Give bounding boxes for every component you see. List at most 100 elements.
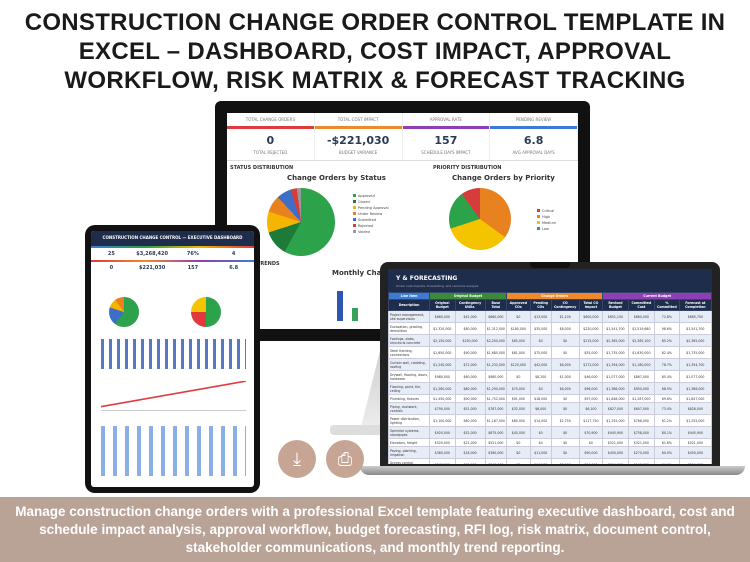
table-cell: $1,255,000 — [602, 414, 629, 427]
table-cell: $35,000 — [529, 322, 552, 335]
legend-swatch — [537, 221, 540, 224]
legend-swatch — [353, 194, 356, 197]
kpi-color-bar — [227, 126, 314, 129]
table-cell: $80,000 — [454, 322, 486, 335]
kpi-value: 0 — [266, 134, 275, 147]
table-cell: $90,000 — [578, 446, 604, 459]
table-cell: $0 — [529, 438, 552, 447]
table-cell: $1,541,700 — [602, 322, 629, 335]
monthly-bar — [337, 291, 343, 321]
table-cell: Access control, cameras — [388, 458, 431, 464]
table-cell: $521,000 — [678, 438, 712, 447]
legend-item: Pending Approval — [353, 205, 389, 211]
table-row: Sprinkler systems, standpipes $920,000 $52… — [388, 426, 712, 439]
legend-label: Rejected — [358, 224, 374, 228]
table-cell: 61.2% — [654, 414, 680, 427]
table-cell: $120,000 — [506, 358, 531, 371]
table-cell: $2,150,000 — [429, 334, 456, 347]
download-button[interactable]: ⤓ — [278, 440, 316, 478]
table-cell: $1,232,000 — [484, 358, 508, 371]
table-cell: $790,000 — [429, 402, 456, 415]
monitor-mockup: TOTAL CHANGE ORDERS 0 TOTAL REJECTED TOTAL … — [215, 101, 590, 341]
table-cell: 85.4% — [654, 370, 680, 383]
column-group-header: Original Budget — [429, 292, 507, 300]
table-cell: $6,000 — [550, 358, 580, 371]
tablet-kpi-row: 0 $221,030 157 6.8 — [91, 262, 254, 274]
table-cell: $220,000 — [578, 322, 604, 335]
table-row: Steel framing, connections $1,650,000 $90,… — [388, 346, 712, 359]
column-header: Base Total — [484, 299, 508, 311]
table-cell: $1,680,000 — [484, 346, 508, 359]
kpi-value: -$221,030 — [326, 134, 390, 147]
legend-label: Low — [542, 227, 549, 231]
legend-item: Rejected — [353, 223, 389, 229]
table-cell: $240,000 — [484, 458, 508, 464]
table-cell: $180,000 — [506, 322, 531, 335]
table-cell: $1,312,000 — [484, 322, 508, 335]
table-cell: $360,000 — [484, 446, 508, 459]
table-cell: Drywall, flooring, doors, hardware — [388, 370, 431, 383]
table-cell: $70,900 — [578, 426, 604, 439]
table-cell: $0 — [506, 438, 531, 447]
tablet-kpi-value: $221,030 — [138, 265, 166, 271]
laptop-base — [360, 466, 745, 475]
legend-swatch — [537, 215, 540, 218]
print-button[interactable]: ⎙ — [326, 440, 364, 478]
table-cell: $42,000 — [529, 358, 552, 371]
table-row: Elevators, freight $520,000 $21,000 $521,00… — [388, 438, 712, 447]
table-cell: $1,541,700 — [678, 322, 712, 335]
priority-section-label: PRIORITY DISTRIBUTION — [433, 165, 502, 171]
table-row: Curtain wall, cladding, roofing $1,240,00… — [388, 358, 712, 371]
table-cell: $0 — [550, 426, 580, 439]
table-cell: $0 — [529, 334, 552, 347]
table-cell: $117,750 — [578, 414, 604, 427]
legend-swatch — [353, 218, 356, 221]
table-cell: Piping, ductwork, controls — [388, 402, 431, 415]
table-cell: $828,000 — [678, 402, 712, 415]
status-section-label: STATUS DISTRIBUTION — [230, 165, 294, 171]
table-cell: $2,365,000 — [678, 334, 712, 347]
column-header: % Committed — [654, 299, 680, 311]
tablet-status-pie — [109, 297, 139, 327]
table-cell: Paving, planting, irrigation — [388, 446, 431, 459]
table-cell: $660,000 — [484, 310, 508, 323]
tablet-kpi-value: 0 — [109, 265, 114, 271]
table-cell: $12,000 — [454, 458, 486, 464]
tablet-kpi-value: 25 — [107, 251, 115, 257]
kpi-color-bar — [402, 126, 490, 129]
table-cell: $867,000 — [627, 370, 656, 383]
table-cell: 69.6% — [654, 394, 680, 403]
legend-item: Under Review — [353, 211, 389, 217]
table-row: Paving, planting, irrigation $360,000 $18,… — [388, 446, 712, 459]
table-cell: $2,000 — [550, 458, 580, 464]
table-cell: 64.6% — [654, 458, 680, 464]
table-row: Footings, slabs, structural concrete $2,1… — [388, 334, 712, 347]
table-cell: $0 — [550, 394, 580, 403]
table-cell: $2,200,000 — [484, 334, 508, 347]
table-cell: $758,000 — [627, 426, 656, 439]
table-row: Flooring, paint, tile, ceiling $1,260,000… — [388, 382, 712, 395]
table-cell: $215,000 — [578, 334, 604, 347]
table-cell: $75,000 — [529, 346, 552, 359]
table-cell: Curtain wall, cladding, roofing — [388, 358, 431, 371]
column-group-header: Change Orders — [505, 292, 604, 300]
table-cell: $1,394,700 — [678, 358, 712, 371]
kpi-card: PENDING REVIEW 6.8 AVG APPROVAL DAYS — [490, 113, 578, 160]
table-cell: 80.1% — [654, 426, 680, 439]
table-cell: $665,700 — [678, 310, 712, 323]
kpi-card: APPROVAL RATE 157 SCHEDULE DAYS IMPACT — [402, 113, 491, 160]
table-cell: $450,000 — [678, 446, 712, 459]
table-cell: $97,000 — [578, 394, 604, 403]
table-cell: $190,000 — [627, 458, 656, 464]
kpi-card: TOTAL CHANGE ORDERS 0 TOTAL REJECTED — [227, 113, 315, 160]
table-cell: $787,000 — [484, 402, 508, 415]
table-cell: 60.0% — [654, 446, 680, 459]
kpi-color-bar — [314, 126, 402, 129]
sheet-subtitle: Under cost impacts, forecasting, and var… — [388, 284, 712, 292]
forecast-table: Line Item Original Budget Change Orders Cur… — [388, 292, 712, 464]
table-cell: $46,000 — [578, 370, 604, 383]
table-cell: $1,255,000 — [678, 414, 712, 427]
table-cell: $45,000 — [506, 426, 531, 439]
table-cell: $60,000 — [454, 370, 486, 383]
legend-item: Voided — [353, 229, 389, 235]
